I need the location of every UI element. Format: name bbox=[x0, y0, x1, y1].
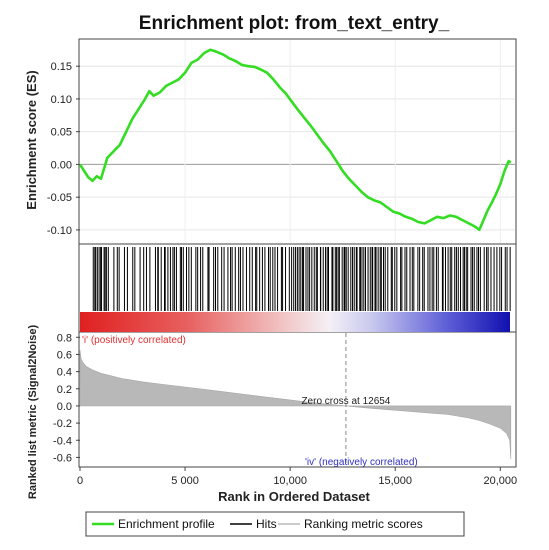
legend-label: Enrichment profile bbox=[118, 517, 215, 531]
rank-tick-label: -0.2 bbox=[53, 418, 72, 430]
zero-cross-group: Zero cross at 12654 bbox=[301, 333, 391, 466]
x-tick-label: 20,000 bbox=[483, 475, 517, 487]
es-tick-label: -0.10 bbox=[47, 225, 72, 237]
hits-group bbox=[92, 247, 511, 311]
es-panel-frame bbox=[78, 38, 517, 245]
legend-label: Hits bbox=[256, 517, 277, 531]
es-grid bbox=[80, 40, 515, 243]
rank-tick-label: 0.2 bbox=[57, 384, 72, 396]
legend: Enrichment profile Hits Ranking metric sco… bbox=[92, 517, 423, 531]
x-tick-label: 15,000 bbox=[378, 475, 412, 487]
rank-tick-label: 0.0 bbox=[57, 401, 72, 413]
es-tick-label: -0.05 bbox=[47, 192, 72, 204]
enrichment-profile-line bbox=[78, 48, 512, 232]
positive-label: 'i' (positively correlated) bbox=[82, 335, 186, 346]
es-ylabel: Enrichment score (ES) bbox=[24, 70, 39, 209]
x-ticks: 0 5 000 10,000 15,000 20,000 bbox=[77, 467, 517, 487]
ranking-metric-area bbox=[79, 350, 512, 460]
x-tick-label: 10,000 bbox=[273, 475, 307, 487]
chart-title: Enrichment plot: from_text_entry_ bbox=[139, 13, 450, 34]
ranked-y-ticks: 0.8 0.6 0.4 0.2 0.0 -0.2 -0.4 -0.6 bbox=[53, 332, 80, 464]
rank-tick-label: 0.6 bbox=[57, 349, 72, 361]
legend-label: Ranking metric scores bbox=[304, 517, 423, 531]
es-tick-label: 0.10 bbox=[51, 94, 72, 106]
rank-tick-label: 0.4 bbox=[57, 367, 72, 379]
ranked-ylabel: Ranked list metric (Signal2Noise) bbox=[27, 325, 39, 500]
x-tick-label: 0 bbox=[77, 475, 83, 487]
negative-label: 'iv' (negatively correlated) bbox=[305, 457, 418, 468]
es-tick-label: 0.05 bbox=[51, 127, 72, 139]
es-tick-label: 0.15 bbox=[51, 61, 72, 73]
rank-tick-label: -0.4 bbox=[53, 435, 72, 447]
es-line-group bbox=[78, 48, 512, 232]
ranked-area-group bbox=[79, 350, 512, 460]
rank-tick-label: -0.6 bbox=[53, 452, 72, 464]
x-axis-label: Rank in Ordered Dataset bbox=[218, 489, 370, 504]
rank-tick-label: 0.8 bbox=[57, 332, 72, 344]
ranking-color-bar bbox=[80, 312, 510, 332]
zero-cross-label: Zero cross at 12654 bbox=[301, 396, 390, 407]
es-y-ticks: 0.15 0.10 0.05 0.00 -0.05 -0.10 bbox=[47, 61, 80, 237]
legend-box bbox=[85, 511, 465, 537]
es-tick-label: 0.00 bbox=[51, 159, 72, 171]
x-tick-label: 5 000 bbox=[171, 475, 199, 487]
